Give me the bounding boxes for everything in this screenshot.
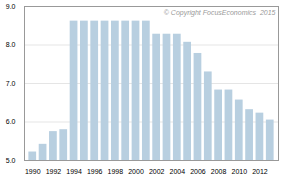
svg-text:6.0: 6.0 xyxy=(6,118,16,125)
svg-text:8.0: 8.0 xyxy=(6,41,16,48)
svg-text:2010: 2010 xyxy=(231,168,247,175)
svg-text:2008: 2008 xyxy=(211,168,227,175)
svg-text:2006: 2006 xyxy=(190,168,206,175)
svg-text:2012: 2012 xyxy=(252,168,268,175)
svg-text:2004: 2004 xyxy=(170,168,186,175)
svg-text:7.0: 7.0 xyxy=(6,80,16,87)
svg-text:1996: 1996 xyxy=(87,168,103,175)
svg-text:1990: 1990 xyxy=(25,168,41,175)
svg-text:1992: 1992 xyxy=(46,168,62,175)
svg-text:1998: 1998 xyxy=(108,168,124,175)
svg-text:9.0: 9.0 xyxy=(6,3,16,10)
svg-text:© Copyright FocusEconomics 20: © Copyright FocusEconomics 2015 xyxy=(164,9,276,17)
svg-text:5.0: 5.0 xyxy=(6,157,16,164)
svg-text:1994: 1994 xyxy=(66,168,82,175)
svg-text:2002: 2002 xyxy=(149,168,165,175)
svg-text:2000: 2000 xyxy=(128,168,144,175)
